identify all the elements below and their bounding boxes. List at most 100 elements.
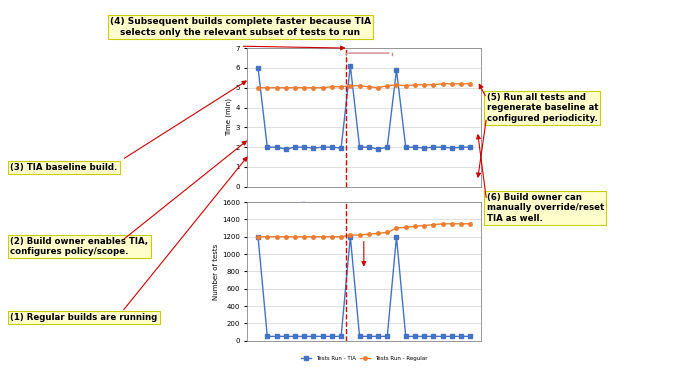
Build Time - Regular: [383, 84, 392, 88]
Tests Run - TIA: [429, 334, 438, 339]
Tests Run - TIA: [383, 334, 392, 339]
Tests Run - Regular: [319, 234, 327, 239]
Line: Tests Run - TIA: Tests Run - TIA: [256, 235, 472, 338]
Tests Run - TIA: [420, 334, 429, 339]
Text: (6) Build owner can
manually override/reset
TIA as well.: (6) Build owner can manually override/re…: [487, 193, 604, 223]
Y-axis label: Number of tests: Number of tests: [213, 243, 219, 300]
Tests Run - TIA: [337, 334, 345, 339]
Build Time - Regular: [337, 84, 345, 89]
Tests Run - TIA: [309, 334, 318, 339]
Build Time - Regular: [355, 84, 364, 88]
Build Time - Regular: [346, 84, 355, 88]
Tests Run - Regular: [300, 234, 308, 239]
Line: Tests Run - Regular: Tests Run - Regular: [256, 222, 472, 239]
Build Time - TIA: [401, 145, 410, 149]
Build Time - Regular: [300, 85, 308, 90]
Tests Run - Regular: [291, 234, 299, 239]
Tests Run - Regular: [392, 226, 401, 230]
Build Time - TIA: [263, 145, 271, 149]
Tests Run - Regular: [374, 231, 382, 236]
Text: (5) Run all tests and
regenerate baseline at
configured periodicity.: (5) Run all tests and regenerate baselin…: [487, 93, 598, 123]
Build Time - TIA: [392, 68, 401, 72]
Build Time - TIA: [355, 145, 364, 149]
Tests Run - TIA: [392, 234, 401, 239]
Build Time - Regular: [438, 82, 447, 86]
Tests Run - TIA: [319, 334, 327, 339]
Tests Run - Regular: [429, 223, 438, 227]
Build Time - Regular: [457, 82, 466, 86]
Build Time - TIA: [346, 64, 355, 68]
Tests Run - TIA: [365, 334, 373, 339]
Build Time - TIA: [309, 146, 318, 151]
Build Time - Regular: [319, 85, 327, 90]
Build Time - TIA: [383, 145, 392, 149]
Tests Run - TIA: [355, 334, 364, 339]
Build Time - TIA: [374, 147, 382, 151]
Tests Run - Regular: [309, 234, 318, 239]
Tests Run - Regular: [438, 221, 447, 226]
Build Time - Regular: [401, 84, 410, 88]
Tests Run - Regular: [457, 221, 466, 226]
Tests Run - Regular: [337, 234, 345, 239]
Tests Run - TIA: [328, 334, 336, 339]
Tests Run - Regular: [346, 233, 355, 237]
Line: Build Time - Regular: Build Time - Regular: [256, 82, 472, 89]
Build Time - Regular: [420, 82, 429, 87]
Build Time - TIA: [300, 145, 308, 149]
Tests Run - Regular: [420, 223, 429, 228]
Build Time - TIA: [254, 65, 262, 70]
Build Time - Regular: [282, 85, 290, 90]
Tests Run - TIA: [447, 334, 456, 339]
Legend: Tests Run - TIA, Tests Run - Regular: Tests Run - TIA, Tests Run - Regular: [299, 353, 429, 363]
Tests Run - TIA: [438, 334, 447, 339]
Tests Run - TIA: [300, 334, 308, 339]
Build Time - TIA: [429, 145, 438, 149]
Tests Run - Regular: [401, 225, 410, 229]
Tests Run - Regular: [447, 221, 456, 226]
Build Time - Regular: [374, 85, 382, 90]
Text: (4) Subsequent builds complete faster because TIA
selects only the relevant subs: (4) Subsequent builds complete faster be…: [110, 17, 371, 37]
Build Time - Regular: [365, 84, 373, 89]
Tests Run - Regular: [365, 232, 373, 236]
Tests Run - TIA: [254, 234, 262, 239]
Tests Run - TIA: [273, 334, 281, 339]
Text: (2) Build owner enables TIA,
configures policy/scope.: (2) Build owner enables TIA, configures …: [10, 237, 148, 256]
Build Time - Regular: [447, 82, 456, 86]
Build Time - TIA: [319, 145, 327, 149]
Build Time - Regular: [263, 85, 271, 90]
Tests Run - Regular: [254, 234, 262, 239]
Tests Run - TIA: [401, 334, 410, 339]
Build Time - TIA: [328, 145, 336, 149]
Tests Run - TIA: [346, 234, 355, 239]
Tests Run - Regular: [411, 224, 419, 229]
Line: Build Time - TIA: Build Time - TIA: [256, 64, 472, 151]
Tests Run - Regular: [282, 234, 290, 239]
Tests Run - Regular: [263, 234, 271, 239]
Tests Run - Regular: [355, 233, 364, 237]
Build Time - TIA: [282, 147, 290, 151]
Build Time - TIA: [457, 145, 466, 149]
Tests Run - TIA: [282, 334, 290, 339]
Build Time - Regular: [254, 85, 262, 90]
Tests Run - TIA: [291, 334, 299, 339]
Build Time - Regular: [392, 82, 401, 87]
Build Time - TIA: [337, 146, 345, 151]
Build Time - Regular: [273, 85, 281, 90]
Text: (3) TIA baseline build.: (3) TIA baseline build.: [10, 163, 118, 172]
Legend: Build Time - TIA, Build Time - Regular: Build Time - TIA, Build Time - Regular: [296, 199, 432, 209]
Build Time - Regular: [328, 84, 336, 89]
Build Time - TIA: [420, 146, 429, 151]
Build Time - Regular: [411, 82, 419, 87]
Tests Run - TIA: [263, 334, 271, 339]
Tests Run - TIA: [411, 334, 419, 339]
Y-axis label: Time (min): Time (min): [226, 99, 233, 136]
Tests Run - Regular: [273, 234, 281, 239]
Build Time - TIA: [466, 145, 475, 149]
Tests Run - Regular: [466, 221, 475, 226]
Build Time - Regular: [291, 85, 299, 90]
Build Time - TIA: [411, 145, 419, 149]
Tests Run - Regular: [328, 234, 336, 239]
Build Time - TIA: [438, 145, 447, 149]
Tests Run - TIA: [457, 334, 466, 339]
Tests Run - TIA: [466, 334, 475, 339]
